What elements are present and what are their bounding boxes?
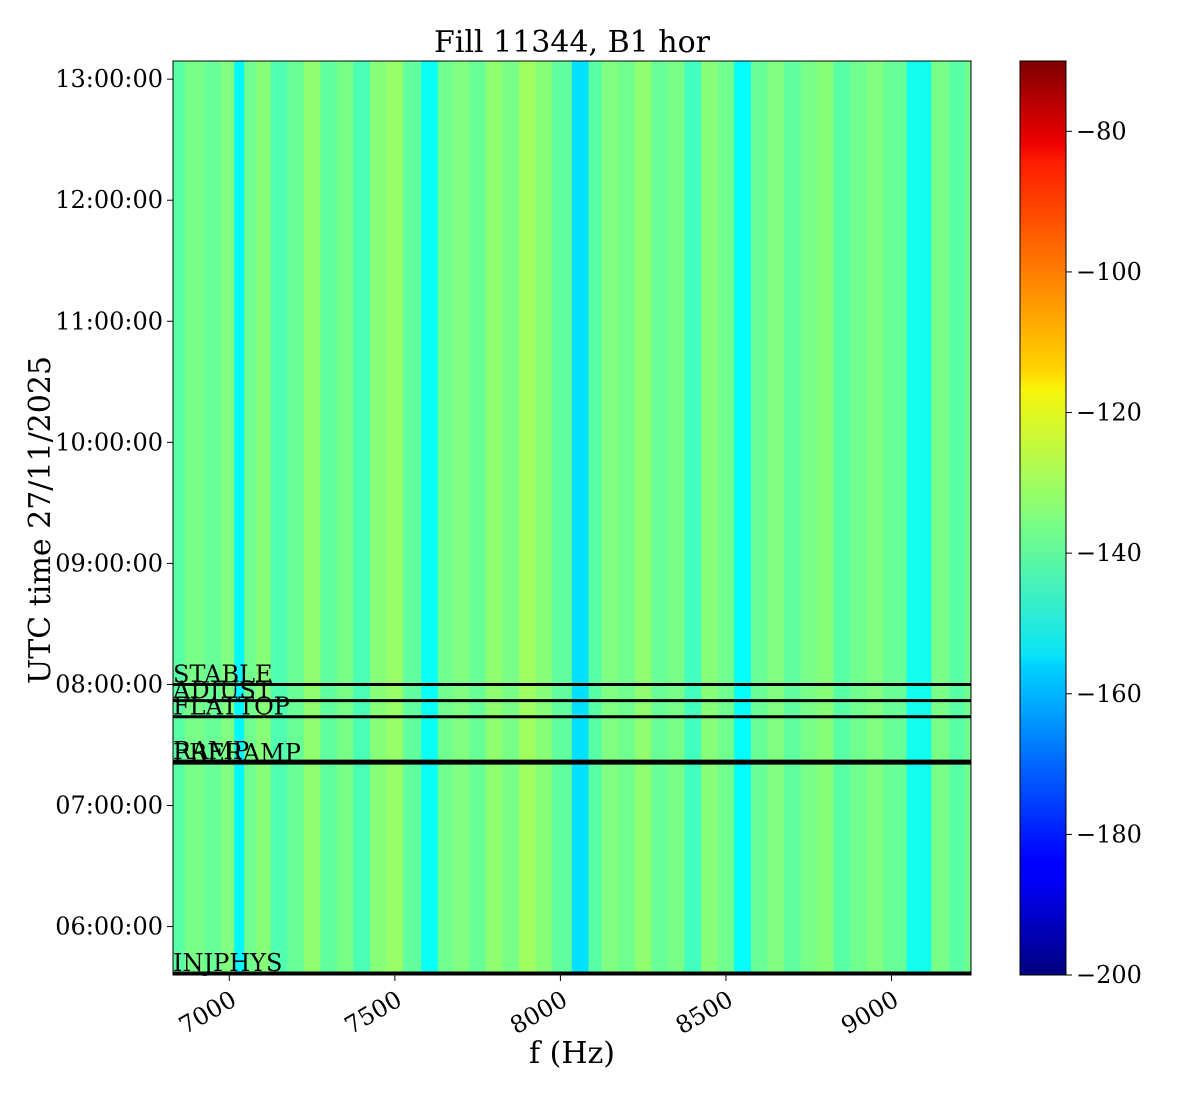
heatmap-cell (750, 61, 768, 975)
plot-frame (172, 60, 972, 976)
y-tick-label: 11:00:00 (55, 307, 163, 335)
colorbar-ticks: −80 −100 −120 −140 −160 −180 −200 (1066, 117, 1142, 989)
x-tick-label: 7500 (340, 985, 407, 1040)
heatmap-cell (452, 61, 470, 975)
heatmap-cell (287, 61, 305, 975)
heatmap-cell (353, 61, 371, 975)
heatmap-cell (255, 61, 272, 975)
heatmap-cell (783, 61, 801, 975)
heatmap-cell (767, 61, 785, 975)
heatmap-cell (701, 61, 719, 975)
x-axis-ticks: 7000 7500 8000 8500 9000 (174, 975, 903, 1040)
colorbar-tick-label: −140 (1076, 539, 1142, 567)
colorbar-tick-label: −180 (1076, 820, 1142, 848)
heatmap-cell (684, 61, 702, 975)
heatmap-cell (634, 61, 652, 975)
heatmap-cell (964, 61, 972, 975)
heatmap-cell (734, 61, 752, 975)
event-label: ADJUST (172, 677, 272, 705)
heatmap-cell (469, 61, 487, 975)
y-tick-label: 10:00:00 (55, 428, 163, 456)
heatmap-cell (270, 61, 288, 975)
event-label: RAMP (173, 737, 249, 765)
heatmap-cell (618, 61, 636, 975)
x-axis-label: f (Hz) (529, 1036, 615, 1071)
y-axis-ticks: 06:00:00 07:00:00 08:00:00 09:00:00 10:00:00… (55, 65, 173, 941)
heatmap-cell (502, 61, 520, 975)
colorbar-tick-label: −80 (1076, 117, 1127, 145)
y-tick-label: 08:00:00 (55, 670, 163, 698)
heatmap-cell (370, 61, 387, 975)
heatmap-cell (906, 61, 932, 975)
x-tick-label: 8000 (505, 985, 572, 1040)
y-axis-label: UTC time 27/11/2025 (23, 356, 58, 684)
heatmap-cell (320, 61, 338, 975)
heatmap-cell (184, 61, 205, 975)
x-tick-label: 8500 (671, 985, 738, 1040)
heatmap-cell (244, 61, 257, 975)
heatmap-cell (833, 61, 851, 975)
colorbar-tick-label: −100 (1076, 258, 1142, 286)
heatmap-cell (234, 61, 245, 975)
y-tick-label: 13:00:00 (55, 65, 163, 93)
heatmap-cell (519, 61, 536, 975)
y-tick-label: 12:00:00 (55, 186, 163, 214)
heatmap-cell (850, 61, 868, 975)
heatmap-cell (485, 61, 503, 975)
chart-title: Fill 11344, B1 hor (434, 25, 711, 60)
heatmap-cell (588, 61, 603, 975)
heatmap-cell (535, 61, 553, 975)
y-tick-label: 06:00:00 (55, 913, 163, 941)
colorbar (1019, 60, 1067, 976)
heatmap-cell (668, 61, 685, 975)
heatmap-cell (717, 61, 735, 975)
heatmap-cell (601, 61, 619, 975)
x-tick-label: 9000 (836, 985, 903, 1040)
y-tick-label: 07:00:00 (55, 792, 163, 820)
heatmap-cell (883, 61, 907, 975)
heatmap-cell (817, 61, 834, 975)
heatmap-cell (421, 61, 439, 975)
event-label: STABLE (173, 660, 273, 688)
heatmap-cell (552, 61, 573, 975)
event-label: PRERAMP (173, 739, 301, 767)
colorbar-tick-label: −160 (1076, 680, 1142, 708)
heatmap-cell (386, 61, 404, 975)
heatmap-cell (949, 61, 965, 975)
colorbar-tick-label: −120 (1076, 399, 1142, 427)
heatmap-cell (437, 61, 454, 975)
heatmap-cell (572, 61, 589, 975)
heatmap-cell (303, 61, 321, 975)
heatmap-cells (173, 61, 972, 975)
y-tick-label: 09:00:00 (55, 549, 163, 577)
heatmap-cell (800, 61, 818, 975)
x-tick-label: 7000 (174, 985, 241, 1040)
heatmap-cell (204, 61, 222, 975)
heatmap-cell (931, 61, 950, 975)
event-label: INJPHYS (173, 949, 282, 977)
heatmap-cell (173, 61, 185, 975)
heatmap-cell (651, 61, 669, 975)
heatmap-cell (336, 61, 354, 975)
heatmap-cell (866, 61, 884, 975)
colorbar-tick-label: −200 (1076, 961, 1142, 989)
event-label: FLATTOP (173, 693, 290, 721)
heatmap-cell (221, 61, 235, 975)
heatmap-cell (403, 61, 422, 975)
